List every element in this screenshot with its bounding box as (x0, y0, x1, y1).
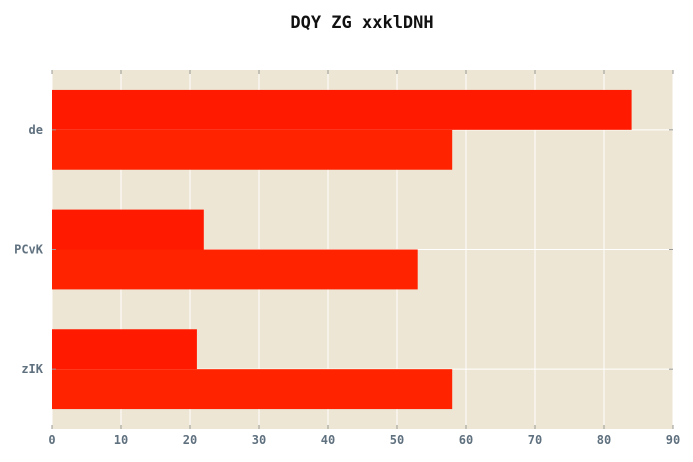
bar-series-2-zIK (52, 369, 453, 410)
bars (52, 89, 632, 410)
x-tick-label: 40 (321, 433, 335, 447)
bar-series-1-zIK (52, 329, 197, 370)
x-tick-label: 30 (252, 433, 266, 447)
x-tick-label: 20 (183, 433, 197, 447)
x-tick-label: 70 (528, 433, 542, 447)
bar-series-2-PCvK (52, 249, 418, 290)
y-tick-label: zIK (21, 362, 43, 376)
bar-series-2-de (52, 129, 453, 170)
x-tick-label: 80 (597, 433, 611, 447)
bar-series-1-PCvK (52, 209, 204, 250)
y-tick-label: PCvK (14, 243, 44, 257)
x-tick-label: 50 (390, 433, 404, 447)
x-tick-label: 90 (666, 433, 680, 447)
chart-title: DQY ZG xxklDNH (290, 13, 433, 33)
y-tick-label: de (29, 123, 43, 137)
x-tick-label: 10 (114, 433, 128, 447)
axes: 0 10 20 30 40 50 60 70 80 90 de PCvK zIK (14, 70, 680, 447)
x-tick-label: 0 (48, 433, 55, 447)
x-tick-label: 60 (459, 433, 473, 447)
bar-series-1-de (52, 89, 632, 130)
